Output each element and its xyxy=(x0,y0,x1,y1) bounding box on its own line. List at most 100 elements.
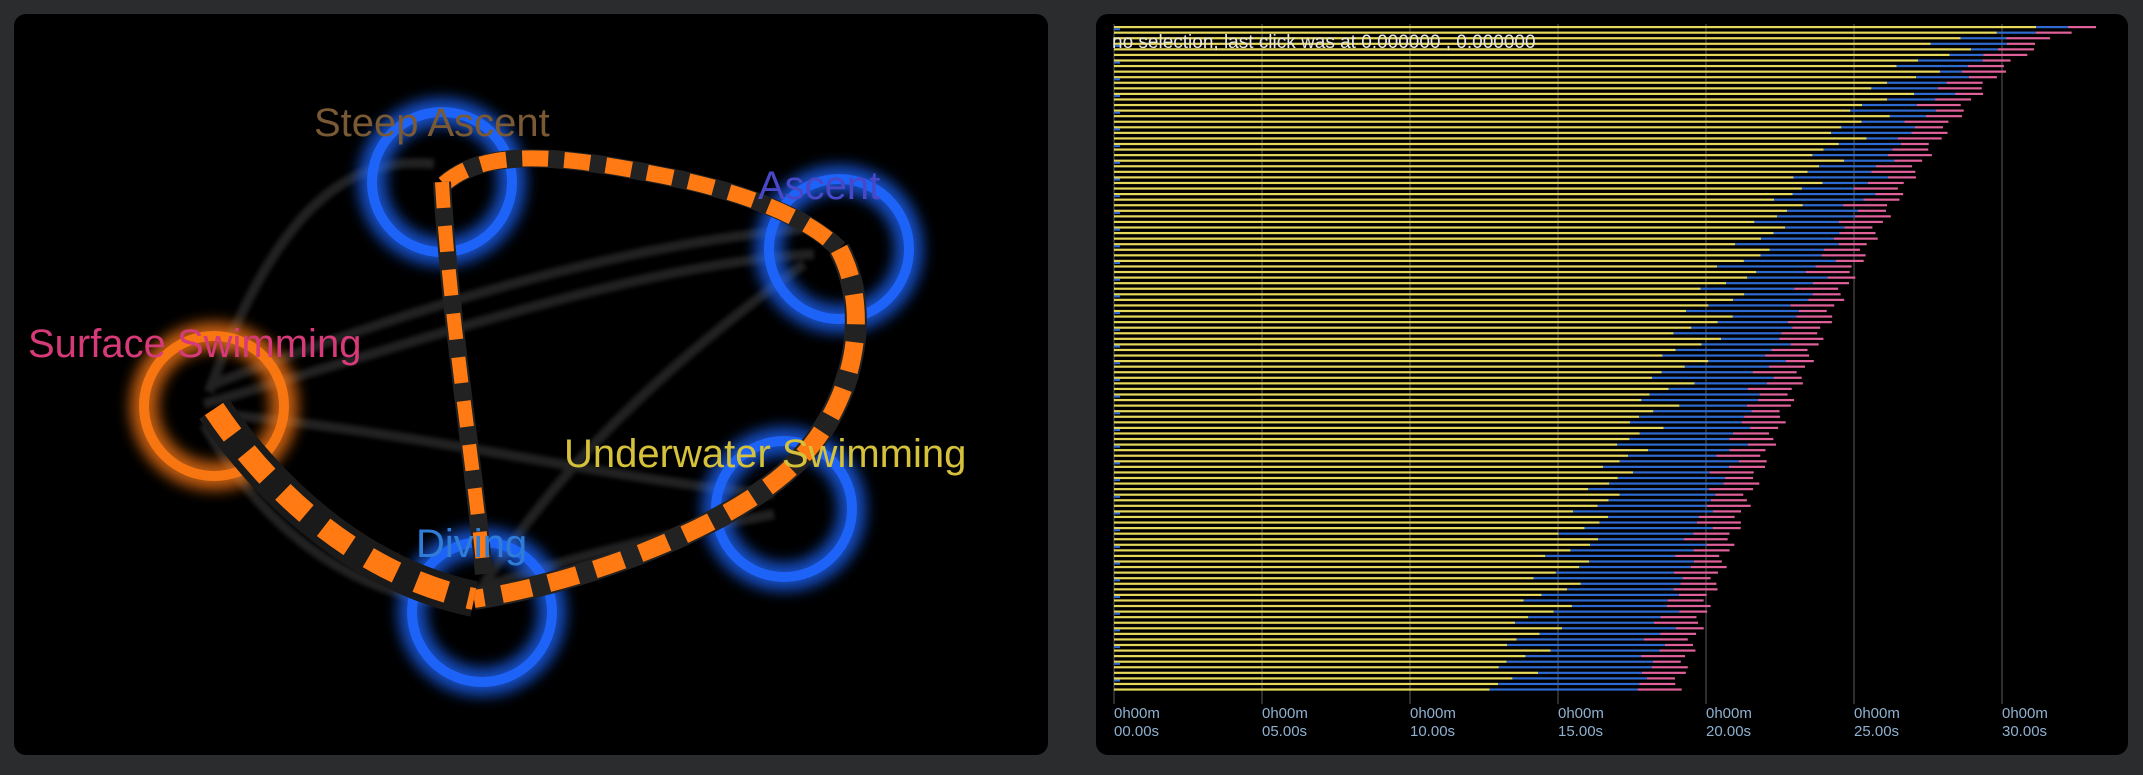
timeline-row[interactable] xyxy=(1114,671,1686,674)
timeline-row[interactable] xyxy=(1114,616,1697,619)
timeline-row[interactable] xyxy=(1114,276,1856,281)
timeline-row[interactable] xyxy=(1114,443,1776,448)
timeline-row[interactable] xyxy=(1114,354,1810,357)
timeline-row[interactable] xyxy=(1114,365,1806,368)
timeline-row[interactable] xyxy=(1114,282,1849,285)
timeline-row[interactable] xyxy=(1114,209,1886,214)
timeline-row[interactable] xyxy=(1114,627,1704,632)
timeline-row[interactable] xyxy=(1114,165,1912,168)
timeline-row[interactable] xyxy=(1114,270,1850,274)
timeline-row[interactable] xyxy=(1114,115,1962,118)
timeline-row[interactable] xyxy=(1114,538,1728,541)
timeline-row[interactable] xyxy=(1114,131,1948,134)
timeline-row[interactable] xyxy=(1114,348,1808,352)
timeline-row[interactable] xyxy=(1114,98,1972,101)
timeline-row[interactable] xyxy=(1114,159,1923,164)
timeline-row[interactable] xyxy=(1114,187,1898,190)
timeline-row[interactable] xyxy=(1114,532,1730,535)
timeline-row[interactable] xyxy=(1114,59,2011,64)
timeline-row[interactable] xyxy=(1114,482,1760,485)
timeline-row[interactable] xyxy=(1114,181,1904,185)
timeline-row[interactable] xyxy=(1114,604,1711,608)
timeline-row[interactable] xyxy=(1114,198,1900,201)
timeline-row[interactable] xyxy=(1114,643,1693,649)
timeline-row[interactable] xyxy=(1114,460,1767,465)
timeline-row[interactable] xyxy=(1114,649,1696,652)
timeline-row[interactable] xyxy=(1114,265,1852,268)
timeline-row[interactable] xyxy=(1114,682,1676,686)
timeline-row[interactable] xyxy=(1114,293,1841,298)
timeline-row[interactable] xyxy=(1114,154,1932,157)
timeline-row[interactable] xyxy=(1114,493,1744,498)
timeline-row[interactable] xyxy=(1114,109,1964,114)
timeline-row[interactable] xyxy=(1114,565,1727,569)
timeline-row[interactable] xyxy=(1114,332,1818,335)
timeline-row[interactable] xyxy=(1114,571,1718,574)
timeline-row[interactable] xyxy=(1114,231,1876,235)
timeline-row[interactable] xyxy=(1114,510,1742,515)
timeline-row[interactable] xyxy=(1114,103,1961,107)
timeline-row[interactable] xyxy=(1114,343,1819,348)
timeline-row[interactable] xyxy=(1114,204,1888,207)
timeline-row[interactable] xyxy=(1114,387,1792,391)
timeline-row[interactable] xyxy=(1114,638,1688,641)
timeline-row[interactable] xyxy=(1114,142,1929,148)
timeline-row[interactable] xyxy=(1114,31,2072,34)
timeline-row[interactable] xyxy=(1114,376,1802,381)
timeline-row[interactable] xyxy=(1114,471,1754,474)
timeline-row[interactable] xyxy=(1114,215,1891,218)
timeline-row[interactable] xyxy=(1114,248,1861,251)
timeline-row[interactable] xyxy=(1114,193,1904,198)
timeline-row[interactable] xyxy=(1114,393,1788,398)
timeline-row[interactable] xyxy=(1114,148,1929,151)
timeline-row[interactable] xyxy=(1114,53,2028,57)
timeline-row[interactable] xyxy=(1114,220,1883,224)
timeline-row[interactable] xyxy=(1114,321,1832,324)
timeline-row[interactable] xyxy=(1114,398,1795,402)
timeline-row[interactable] xyxy=(1114,404,1791,407)
timeline-row[interactable] xyxy=(1114,421,1786,424)
timeline-row[interactable] xyxy=(1114,465,1765,468)
timeline-row[interactable] xyxy=(1114,92,1984,97)
timeline-row[interactable] xyxy=(1114,515,1735,519)
timeline-row[interactable] xyxy=(1114,437,1774,441)
timeline-row[interactable] xyxy=(1114,137,1942,140)
timeline-panel[interactable]: no selection, last click was at 0.000000… xyxy=(1096,14,2128,755)
timeline-row[interactable] xyxy=(1114,360,1814,365)
timeline-row[interactable] xyxy=(1114,70,2007,73)
node-label-steep-ascent[interactable]: Steep Ascent xyxy=(314,101,550,145)
timeline-row[interactable] xyxy=(1114,632,1697,635)
node-label-surface-swimming[interactable]: Surface Swimming xyxy=(28,322,361,366)
timeline-row[interactable] xyxy=(1114,426,1779,431)
timeline-row[interactable] xyxy=(1114,527,1741,532)
timeline-row[interactable] xyxy=(1114,81,1983,84)
timeline-row[interactable] xyxy=(1114,254,1866,257)
timeline-row[interactable] xyxy=(1114,304,1835,307)
state-node-ascent[interactable] xyxy=(755,165,923,333)
timeline-row[interactable] xyxy=(1114,326,1821,331)
timeline-row[interactable] xyxy=(1114,243,1867,248)
timeline-row[interactable] xyxy=(1114,666,1688,669)
timeline-row[interactable] xyxy=(1114,170,1916,173)
timeline-row[interactable] xyxy=(1114,688,1682,691)
timeline-row[interactable] xyxy=(1114,454,1761,457)
timeline-row[interactable] xyxy=(1114,521,1741,524)
timeline-row[interactable] xyxy=(1114,337,1824,340)
timeline-row[interactable] xyxy=(1114,126,1944,131)
node-label-ascent[interactable]: Ascent xyxy=(758,164,880,208)
timeline-row[interactable] xyxy=(1114,621,1699,624)
timeline-row[interactable] xyxy=(1114,298,1845,301)
timeline-row[interactable] xyxy=(1114,120,1949,123)
timeline-row[interactable] xyxy=(1114,226,1873,231)
timeline-bars[interactable] xyxy=(1114,26,2096,691)
timeline-row[interactable] xyxy=(1114,259,1864,264)
timeline-row[interactable] xyxy=(1114,48,2034,51)
timeline-row[interactable] xyxy=(1114,410,1780,415)
timeline-row[interactable] xyxy=(1114,237,1878,240)
timeline-row[interactable] xyxy=(1114,26,2096,31)
state-graph-panel[interactable]: Steep Ascent Ascent Surface Swimming Und… xyxy=(14,14,1048,755)
timeline-canvas[interactable]: no selection, last click was at 0.000000… xyxy=(1096,14,2128,755)
timeline-row[interactable] xyxy=(1114,549,1730,552)
timeline-row[interactable] xyxy=(1114,577,1711,582)
timeline-row[interactable] xyxy=(1114,371,1797,374)
